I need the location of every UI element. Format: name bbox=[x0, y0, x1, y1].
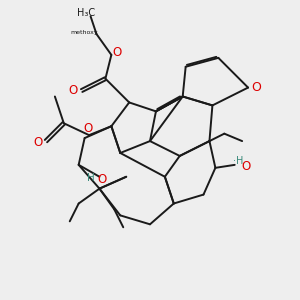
Text: H₃C: H₃C bbox=[77, 8, 95, 18]
Text: O: O bbox=[33, 136, 42, 149]
Text: O: O bbox=[84, 122, 93, 135]
Text: O: O bbox=[242, 160, 250, 173]
Text: O: O bbox=[112, 46, 121, 59]
Text: O: O bbox=[97, 173, 106, 186]
Text: O: O bbox=[69, 84, 78, 97]
Text: H: H bbox=[87, 173, 94, 183]
Text: O: O bbox=[251, 81, 261, 94]
Text: methoxy: methoxy bbox=[70, 30, 98, 35]
Text: ·H: ·H bbox=[233, 156, 244, 166]
